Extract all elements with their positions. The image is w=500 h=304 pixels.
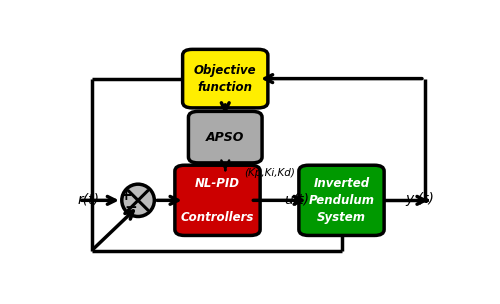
Text: −: − <box>124 200 136 215</box>
FancyBboxPatch shape <box>188 111 262 163</box>
FancyBboxPatch shape <box>175 165 260 236</box>
FancyBboxPatch shape <box>182 49 268 108</box>
Text: u(t): u(t) <box>284 192 309 206</box>
Text: r(t): r(t) <box>77 192 99 206</box>
Text: +: + <box>119 188 132 203</box>
FancyBboxPatch shape <box>299 165 384 236</box>
Text: APSO: APSO <box>206 131 244 143</box>
Ellipse shape <box>122 184 154 216</box>
Text: Objective
function: Objective function <box>194 64 256 94</box>
Text: Inverted
Pendulum
System: Inverted Pendulum System <box>308 177 374 224</box>
Text: NL-PID

Controllers: NL-PID Controllers <box>181 177 254 224</box>
Text: (Kp,Ki,Kd): (Kp,Ki,Kd) <box>244 168 296 178</box>
Text: y (t): y (t) <box>406 192 434 206</box>
